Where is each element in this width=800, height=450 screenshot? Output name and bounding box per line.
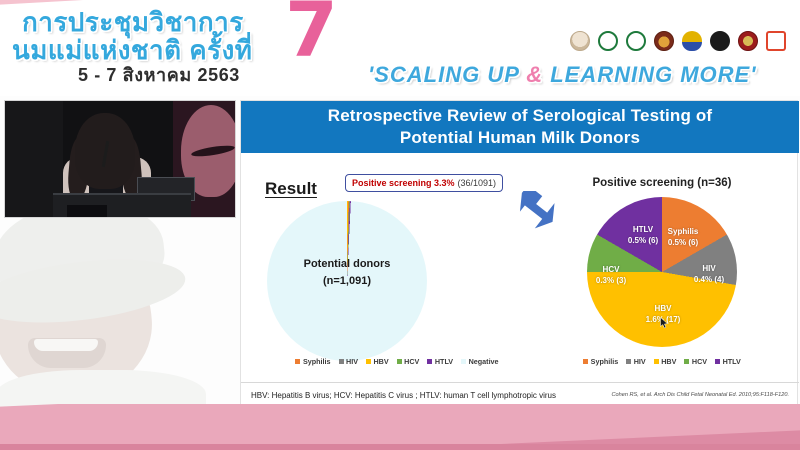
legend2-item-htlv: HTLV [715,357,741,366]
legend-potential-donors: Syphilis HIV HBV HCV HTLV Negative [267,357,527,366]
callout-value: (36/1091) [457,178,497,188]
slice-label-htlv-value: 0.5% (6) [627,235,659,245]
legend-item-hcv-label: HCV [404,357,420,366]
result-heading: Result [265,179,317,198]
legend2-item-hcv: HCV [684,357,707,366]
legend-item-hbv: HBV [365,357,389,366]
slice-label-hcv-value: 0.3% (3) [595,275,627,285]
callout-key: Positive screening 3.3% [351,178,455,188]
logo-thaihealth-sss-icon [764,28,788,54]
logo-ministry-of-public-health-icon [596,28,620,54]
legend-item-syphilis: Syphilis [295,357,331,366]
tagline-part-2: LEARNING MORE' [543,62,757,87]
legend2-item-hiv-label: HIV [633,357,646,366]
legend2-item-htlv-label: HTLV [722,357,741,366]
conference-date: 5 - 7 สิงหาคม 2563 [78,65,240,85]
slice-label-hbv: HBV 1.6% (17) [629,304,697,326]
legend2-item-syphilis-label: Syphilis [590,357,619,366]
logo-thai-breastfeeding-foundation-icon [568,28,592,54]
legend-item-hcv: HCV [396,357,420,366]
sponsor-logo-row [568,26,796,56]
slice-label-hbv-value: 1.6% (17) [645,314,681,324]
tagline-ampersand: & [526,62,544,87]
slice-label-hbv-name: HBV [654,304,672,313]
legend-item-htlv-label: HTLV [434,357,454,366]
logo-medical-council-icon [736,28,760,54]
conference-title-line-1: การประชุมวิชาการ [22,7,244,37]
slide-title-line-1: Retrospective Review of Serological Test… [327,105,713,125]
slice-label-hcv: HCV 0.3% (3) [585,265,637,287]
slice-label-htlv: HTLV 0.5% (6) [613,225,673,247]
footer-pink-band [0,404,800,450]
slide-title-line-2: Potential Human Milk Donors [399,128,641,147]
positive-screening-chart-title: Positive screening (n=36) [592,177,732,189]
legend2-item-hbv: HBV [653,357,677,366]
slide-title-bar: Retrospective Review of Serological Test… [241,101,799,153]
slice-label-syphilis-name: Syphilis [667,227,699,236]
legend2-item-hiv: HIV [626,357,646,366]
conference-title-line-2: นมแม่แห่งชาติ ครั้งที่ [12,35,253,65]
legend2-item-hbv-label: HBV [661,357,677,366]
logo-royal-thai-emblem-icon [680,28,704,54]
slice-label-hiv: HIV 0.4% (4) [681,264,737,286]
tagline-part-1: 'SCALING UP [368,62,527,87]
positive-screening-callout: Positive screening 3.3% (36/1091) [345,174,503,192]
slide-footnote: HBV: Hepatitis B virus; HCV: Hepatitis C… [241,382,799,407]
legend-item-negative: Negative [461,357,499,366]
slice-label-syphilis: Syphilis 0.5% (6) [647,227,719,249]
background-watermark-child-photo [0,200,238,415]
blue-arrow-icon [519,191,555,229]
conference-edition-number: 7 [285,0,338,74]
logo-royal-college-icon [652,28,676,54]
mouse-cursor-icon [660,317,669,329]
legend-item-syphilis-label: Syphilis [302,357,331,366]
legend-item-negative-label: Negative [468,357,499,366]
legend-item-hiv: HIV [338,357,358,366]
reference-citation: Cohen RS, et al. Arch Dis Child Fetal Ne… [611,392,789,398]
potential-donors-pie-label: Potential donors (n=1,091) [267,256,427,289]
potential-donors-pie-chart [267,201,427,361]
presentation-slide: Retrospective Review of Serological Test… [240,100,799,407]
potential-donors-subtitle: (n=1,091) [323,274,371,287]
slice-label-syphilis-value: 0.5% (6) [667,237,699,247]
potential-donors-title: Potential donors [303,258,391,270]
logo-university-emblem-icon [708,28,732,54]
banner-white-base [0,56,800,96]
slice-label-hiv-name: HIV [702,264,716,273]
conference-tagline: 'SCALING UP & LEARNING MORE' [368,62,756,88]
presenter-video-feed[interactable] [4,100,236,218]
legend2-item-syphilis: Syphilis [583,357,618,366]
legend2-item-hcv-label: HCV [691,357,708,366]
slice-label-hcv-name: HCV [602,265,620,274]
conference-banner: การประชุมวิชาการ นมแม่แห่งชาติ ครั้งที่ … [0,0,800,96]
legend-item-hbv-label: HBV [373,357,389,366]
slice-label-hiv-value: 0.4% (4) [693,274,725,284]
legend-positive-screening: Syphilis HIV HBV HCV HTLV [547,357,777,366]
logo-department-of-health-icon [624,28,648,54]
legend-item-hiv-label: HIV [346,357,358,366]
slice-label-htlv-name: HTLV [632,225,654,234]
legend-item-htlv: HTLV [427,357,453,366]
abbreviation-definitions: HBV: Hepatitis B virus; HCV: Hepatitis C… [251,390,556,400]
